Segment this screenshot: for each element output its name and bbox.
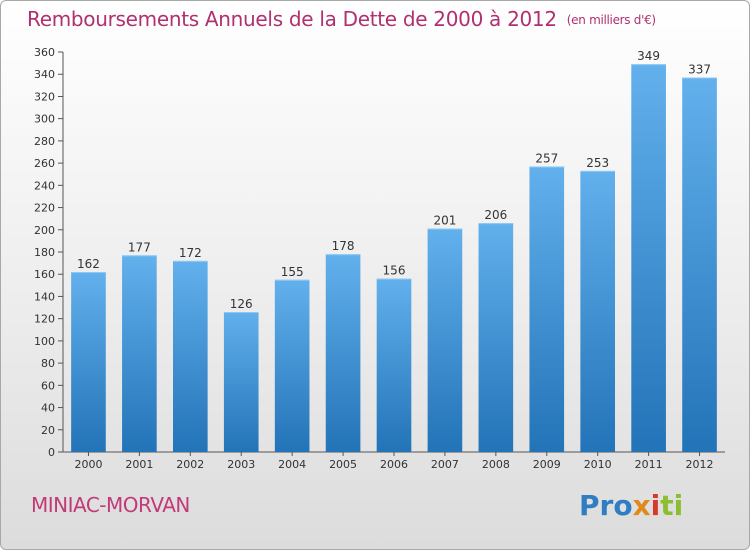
- bar: [325, 254, 361, 452]
- bar: [682, 77, 717, 453]
- bar: [631, 64, 666, 452]
- value-label: 178: [332, 239, 355, 253]
- unit-note: (en milliers d'€): [566, 13, 656, 27]
- y-tick-label: 20: [41, 424, 55, 437]
- y-tick-label: 160: [34, 268, 55, 281]
- value-label: 162: [77, 257, 100, 271]
- proxiti-logo: Proxiti: [579, 489, 683, 522]
- x-tick-label: 2000: [74, 458, 102, 471]
- y-tick-label: 0: [48, 446, 55, 459]
- x-tick-label: 2006: [380, 458, 408, 471]
- value-label: 172: [179, 246, 202, 260]
- bar: [427, 228, 463, 452]
- x-tick-label: 2008: [482, 458, 510, 471]
- value-label: 257: [535, 151, 558, 165]
- y-tick-label: 280: [34, 135, 55, 148]
- y-tick-label: 260: [34, 157, 55, 170]
- y-tick-label: 140: [34, 290, 55, 303]
- y-tick-label: 40: [41, 402, 55, 415]
- y-tick-label: 320: [34, 90, 55, 103]
- y-tick-label: 80: [41, 357, 55, 370]
- value-label: 349: [637, 49, 660, 63]
- x-tick-label: 2012: [686, 458, 714, 471]
- value-label: 177: [128, 240, 151, 254]
- value-label: 126: [230, 297, 253, 311]
- value-label: 337: [688, 63, 711, 77]
- y-tick-label: 180: [34, 246, 55, 259]
- bar: [376, 278, 412, 452]
- bar: [274, 279, 310, 452]
- x-tick-label: 2011: [635, 458, 663, 471]
- x-tick-label: 2001: [125, 458, 153, 471]
- logo-part-4: ti: [660, 489, 684, 522]
- x-tick-label: 2004: [278, 458, 306, 471]
- x-tick-label: 2005: [329, 458, 357, 471]
- bar: [478, 223, 514, 452]
- commune-name: MINIAC-MORVAN: [31, 493, 190, 517]
- value-label: 156: [383, 264, 406, 278]
- x-tick-label: 2002: [176, 458, 204, 471]
- bar: [172, 260, 208, 452]
- y-tick-label: 200: [34, 224, 55, 237]
- bar: [122, 255, 157, 452]
- value-labels: 162 177 172 126 155 178 156 201 206 257 253 349 337: [77, 49, 711, 311]
- value-label: 253: [586, 156, 609, 170]
- chart-title: Remboursements Annuels de la Dette de 20…: [27, 7, 656, 31]
- y-tick-label: 220: [34, 202, 55, 215]
- title-text: Remboursements Annuels de la Dette de 20…: [27, 7, 557, 31]
- y-tick-label: 300: [34, 113, 55, 126]
- bar: [71, 272, 106, 452]
- y-tick-label: 100: [34, 335, 55, 348]
- x-tick-label: 2010: [584, 458, 612, 471]
- y-tick-label: 60: [41, 379, 55, 392]
- value-label: 201: [433, 214, 456, 228]
- logo-part-2: x: [632, 489, 651, 522]
- bar: [223, 312, 259, 452]
- x-tick-label: 2003: [227, 458, 255, 471]
- logo-part-1: Pro: [579, 489, 633, 522]
- y-tick-label: 360: [34, 46, 55, 59]
- logo-part-3: i: [650, 489, 661, 522]
- value-label: 206: [484, 208, 507, 222]
- bars: [71, 64, 717, 453]
- axes: 0 20 40 60 80 100 120 140 160 180 200 220 240 260 280 3…: [34, 46, 725, 471]
- y-tick-label: 240: [34, 179, 55, 192]
- y-tick-label: 120: [34, 313, 55, 326]
- value-label: 155: [281, 265, 304, 279]
- bar: [529, 166, 565, 452]
- y-tick-label: 340: [34, 68, 55, 81]
- x-tick-label: 2007: [431, 458, 459, 471]
- x-tick-label: 2009: [533, 458, 561, 471]
- bar: [580, 170, 616, 452]
